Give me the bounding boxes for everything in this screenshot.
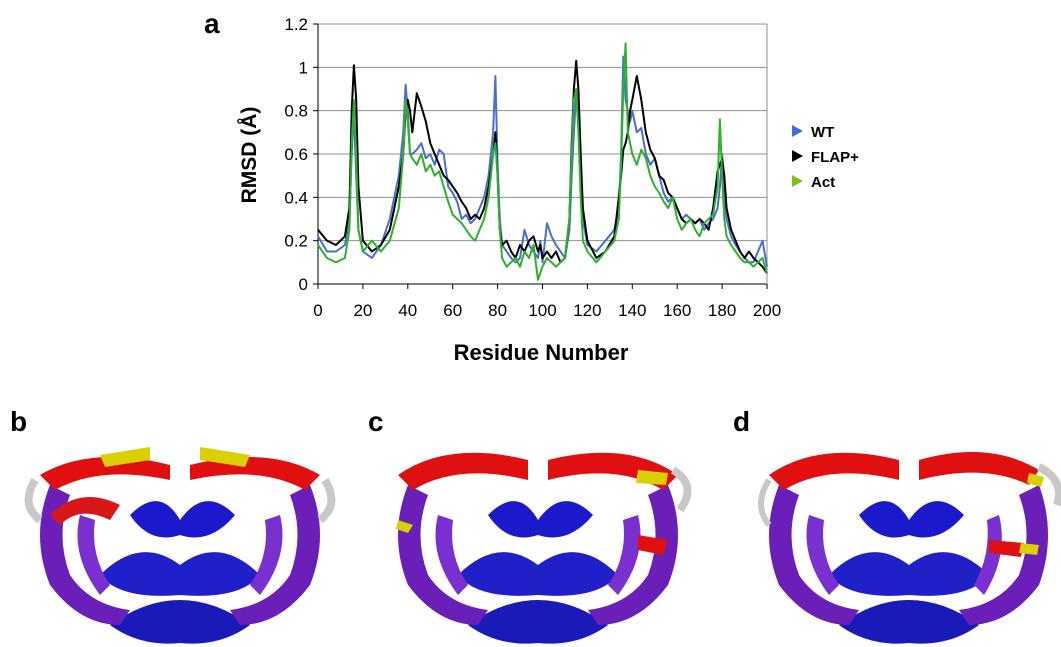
legend-label: FLAP+ [811, 149, 859, 166]
x-tick-label: 20 [353, 301, 372, 320]
series-line-flap- [317, 59, 768, 274]
legend-label: WT [811, 124, 834, 141]
ribbon-yellow-tips [1019, 473, 1044, 555]
protein-structure-d [758, 452, 1061, 644]
legend: WT FLAP+ Act [792, 124, 859, 191]
x-axis-title: Residue Number [454, 340, 629, 365]
x-tick-label: 100 [528, 301, 556, 320]
tick-labels: 0 0.2 0.4 0.6 0.8 1 1.2 0 20 40 60 80 100 120 140 160 18… [284, 15, 781, 320]
panel-label-a: a [204, 8, 220, 39]
y-axis-title: RMSD (Å) [237, 107, 261, 204]
y-tick-label: 0.2 [284, 232, 308, 251]
legend-marker [792, 125, 803, 137]
x-tick-label: 180 [708, 301, 736, 320]
protein-structure-c [396, 452, 692, 644]
ribbon-grey-loops [24, 477, 336, 524]
x-tick-label: 40 [398, 301, 417, 320]
ribbon-red-flaps [40, 457, 320, 525]
grid-lines [318, 23, 767, 285]
rmsd-line-chart: 0 0.2 0.4 0.6 0.8 1 1.2 0 20 40 60 80 100 120 140 160 18… [237, 15, 859, 365]
x-tick-label: 0 [313, 301, 322, 320]
ribbon-yellow-tips [396, 470, 668, 533]
ribbon-blue-core [100, 501, 260, 644]
ribbon-grey-loops [670, 466, 692, 513]
ribbon-grey-loops [758, 463, 1061, 527]
ribbon-blue-core [458, 501, 618, 644]
y-tick-label: 1.2 [284, 15, 308, 34]
ribbon-yellow-tips [100, 447, 250, 467]
x-tick-label: 120 [573, 301, 601, 320]
chart-axes [313, 23, 768, 289]
x-tick-label: 160 [663, 301, 691, 320]
series-lines [317, 42, 768, 281]
y-tick-label: 0.4 [284, 188, 308, 207]
legend-marker [792, 150, 803, 162]
y-tick-label: 0.8 [284, 102, 308, 121]
y-tick-label: 1 [299, 58, 308, 77]
x-tick-label: 80 [488, 301, 507, 320]
panel-label-c: c [368, 406, 384, 437]
panel-label-d: d [733, 406, 751, 437]
protein-structure-b [24, 447, 336, 644]
y-tick-label: 0 [299, 275, 308, 294]
x-tick-label: 140 [618, 301, 646, 320]
panel-label-b: b [10, 406, 28, 437]
ribbon-blue-core [829, 501, 989, 644]
legend-label: Act [811, 174, 835, 191]
series-line-act [317, 42, 768, 281]
legend-marker [792, 175, 803, 187]
ribbon-purple-sheets [398, 485, 678, 625]
x-tick-label: 200 [753, 301, 781, 320]
x-tick-label: 60 [443, 301, 462, 320]
y-tick-label: 0.6 [284, 145, 308, 164]
ribbon-purple-sheets [769, 485, 1048, 625]
ribbon-red-flaps [769, 452, 1039, 557]
